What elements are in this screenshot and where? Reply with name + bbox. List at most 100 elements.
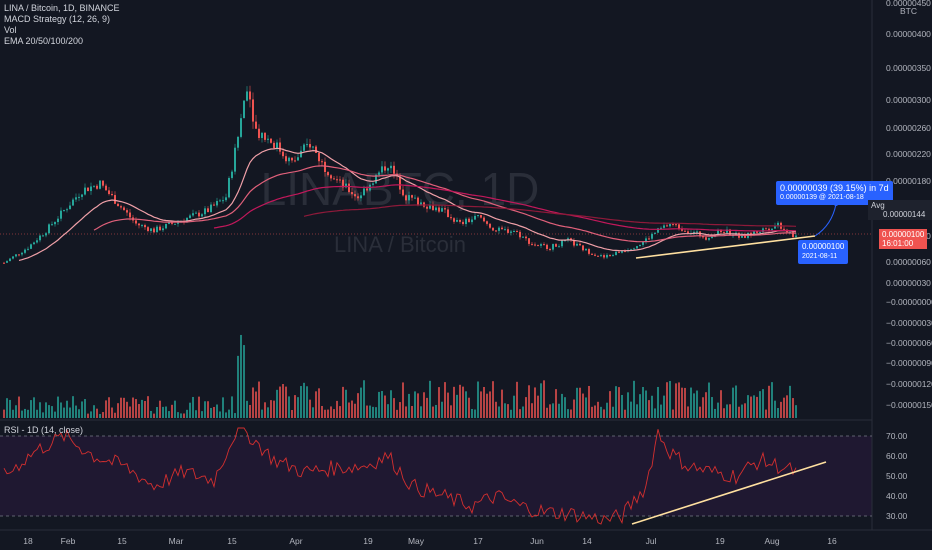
volume-bar — [564, 397, 566, 418]
price-tick-label: 0.00000350 — [886, 63, 931, 73]
volume-bar — [762, 389, 764, 418]
volume-bar — [96, 408, 98, 418]
volume-bar — [9, 399, 11, 418]
volume-bar — [519, 409, 521, 418]
candle-body — [129, 212, 131, 218]
candle-body — [81, 194, 83, 197]
rsi-trendline — [631, 461, 827, 525]
volume-bar — [57, 396, 59, 418]
rsi-tick-label: 30.00 — [886, 511, 908, 521]
volume-bar — [633, 380, 635, 418]
volume-bar — [153, 413, 155, 418]
volume-bar — [267, 407, 269, 418]
volume-bar — [300, 386, 302, 418]
candle-body — [687, 231, 689, 234]
volume-bar — [21, 410, 23, 418]
volume-bar — [654, 408, 656, 418]
candle-body — [201, 214, 203, 217]
candle-body — [702, 236, 704, 238]
time-tick-label: 15 — [117, 536, 127, 546]
volume-bar — [702, 397, 704, 418]
time-tick-label: May — [408, 536, 425, 546]
candle-body — [510, 231, 512, 233]
candle-body — [90, 186, 92, 192]
volume-bar — [114, 412, 116, 418]
candle-body — [294, 160, 296, 162]
volume-bar — [498, 406, 500, 418]
volume-bar — [171, 404, 173, 418]
candle-body — [546, 244, 548, 250]
volume-bar — [270, 400, 272, 418]
volume-bar — [354, 403, 356, 418]
candle-body — [549, 249, 551, 251]
volume-bar — [186, 409, 188, 418]
volume-bar — [279, 386, 281, 418]
candle-body — [336, 179, 338, 181]
candle-body — [363, 188, 365, 196]
candle-body — [537, 244, 539, 246]
volume-bar — [93, 405, 95, 418]
candle-body — [15, 254, 17, 257]
candle-body — [660, 227, 662, 229]
volume-bar — [189, 402, 191, 418]
candle-body — [114, 195, 116, 204]
candle-body — [513, 231, 515, 233]
price-tick-label: 0.00000220 — [886, 149, 931, 159]
volume-bar — [735, 385, 737, 418]
candle-body — [603, 255, 605, 258]
candle-body — [480, 215, 482, 218]
volume-bar — [552, 403, 554, 418]
volume-bar — [645, 390, 647, 418]
candle-body — [291, 157, 293, 161]
volume-bar — [429, 380, 431, 418]
volume-bar — [381, 391, 383, 418]
volume-bar — [432, 406, 434, 418]
volume-bar — [141, 399, 143, 418]
volume-bar — [690, 387, 692, 418]
volume-bar — [18, 396, 20, 418]
candle-body — [144, 225, 146, 228]
volume-bar — [441, 401, 443, 418]
candle-body — [339, 179, 341, 181]
avg-tag: Avg 0.00000144 — [868, 200, 932, 220]
candle-body — [3, 262, 5, 264]
candle-body — [696, 231, 698, 233]
volume-bar — [414, 391, 416, 418]
volume-bar — [480, 391, 482, 418]
volume-bar — [591, 406, 593, 418]
time-tick-label: 19 — [363, 536, 373, 546]
volume-bar — [453, 386, 455, 418]
candle-body — [279, 142, 281, 152]
volume-bar — [144, 401, 146, 418]
volume-bar — [522, 406, 524, 418]
time-tick-label: 19 — [715, 536, 725, 546]
candle-body — [141, 225, 143, 227]
volume-bar — [150, 410, 152, 418]
volume-bar — [162, 406, 164, 418]
volume-bar — [771, 382, 773, 418]
volume-bar — [78, 409, 80, 418]
candle-body — [156, 226, 158, 233]
projection-headline: 0.00000039 (39.15%) in 7d — [780, 183, 889, 193]
volume-bar — [651, 395, 653, 418]
candle-body — [450, 217, 452, 219]
time-tick-label: Aug — [764, 536, 779, 546]
volume-bar — [489, 391, 491, 418]
volume-bar — [309, 399, 311, 418]
candle-body — [204, 208, 206, 215]
symbol-title: LINA / Bitcoin, 1D, BINANCE — [4, 3, 120, 13]
volume-bar — [732, 387, 734, 418]
candle-body — [39, 235, 41, 241]
candle-body — [273, 142, 275, 149]
volume-bar — [420, 406, 422, 418]
projection-detail: 0.00000139 @ 2021-08-18 — [780, 194, 864, 201]
candle-body — [663, 225, 665, 228]
volume-bar — [342, 386, 344, 418]
candle-body — [84, 187, 86, 195]
volume-bar — [438, 387, 440, 418]
volume-bar — [504, 403, 506, 418]
volume-bar — [312, 407, 314, 418]
candle-body — [57, 218, 59, 223]
volume-bar — [789, 385, 791, 418]
